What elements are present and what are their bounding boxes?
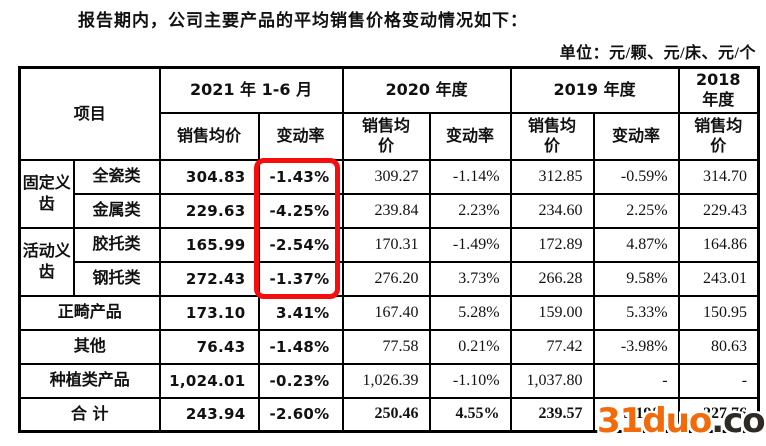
value-cell: - [677,362,760,399]
watermark: 31duo.com [597,404,766,438]
value-cell: -2.60% [257,396,344,433]
value-cell: 243.94 [158,396,260,433]
product-name-cell: 金属类 [72,192,161,229]
table-row: 钢托类 272.43 -1.37% 276.20 3.73% 266.28 9.… [20,260,760,297]
red-highlight-box [254,158,340,299]
value-cell: 77.42 [509,328,595,365]
value-cell: 304.83 [158,158,260,195]
value-cell: 229.63 [158,192,260,229]
table-row: 种植类产品 1,024.01 -0.23% 1,026.39 -1.10% 1,… [18,362,760,399]
value-cell: 9.58% [592,260,680,297]
value-cell: -4.25% [257,192,344,229]
value-cell: 159.00 [509,294,595,331]
value-cell: 80.63 [677,328,760,365]
value-cell: -2.54% [257,226,344,263]
unit-label: 单位：元/颗、元/床、元/个 [559,45,756,62]
value-cell: 239.84 [341,192,431,229]
value-cell: 314.70 [677,158,760,195]
header-period-2019: 2019 年度 [509,66,680,114]
value-cell: 243.01 [677,260,760,297]
value-cell: -1.37% [257,260,344,297]
value-cell: 167.40 [341,294,431,331]
value-cell: -0.59% [592,158,680,195]
value-cell: 1,024.01 [158,362,260,399]
table-row: 正畸产品 173.10 3.41% 167.40 5.28% 159.00 5.… [18,294,760,331]
value-cell: -1.48% [257,328,344,365]
product-name-cell: 钢托类 [72,260,161,297]
header-change-2019: 变动率 [592,111,680,161]
value-cell: 1,026.39 [341,362,431,399]
product-name-cell: 种植类产品 [18,362,161,399]
product-group-cell: 活动义齿 [18,226,75,297]
header-measure-row: 销售均价 变动率 销售均价 变动率 销售均价 变动率 销售均价 [20,111,760,161]
value-cell: 4.55% [428,396,512,433]
table-row: 其他 76.43 -1.48% 77.58 0.21% 77.42 -3.98%… [18,328,760,365]
value-cell: 276.20 [341,260,431,297]
table-row: 金属类 229.63 -4.25% 239.84 2.23% 234.60 2.… [20,192,760,229]
value-cell: 2.25% [592,192,680,229]
value-cell: -1.43% [257,158,344,195]
header-price-2020: 销售均价 [341,111,431,161]
product-name-cell: 胶托类 [72,226,161,263]
product-name-cell: 全瓷类 [72,158,161,195]
header-change-2020: 变动率 [428,111,512,161]
value-cell: 4.87% [592,226,680,263]
value-cell: 5.19% [592,396,680,433]
value-cell: 165.99 [158,226,260,263]
value-cell: -1.49% [428,226,512,263]
value-cell: 5.33% [592,294,680,331]
value-cell: -1.14% [428,158,512,195]
value-cell: 0.21% [428,328,512,365]
value-cell: 5.28% [428,294,512,331]
value-cell: 229.43 [677,192,760,229]
value-cell: 266.28 [509,260,595,297]
header-period-row: 项目 2021 年 1-6 月 2020 年度 2019 年度 2018 年度 [18,66,760,161]
value-cell: 272.43 [158,260,260,297]
header-price-2018: 销售均价 [677,111,760,161]
header-period-2021: 2021 年 1-6 月 [158,66,344,114]
header-item-cell: 项目 [18,66,161,161]
header-period-2018: 2018 年度 [677,66,760,114]
price-change-table: 项目 2021 年 1-6 月 2020 年度 2019 年度 2018 年度 … [18,66,761,433]
table-row-total: 合 计 243.94 -2.60% 250.46 4.55% 239.57 5.… [18,396,760,433]
value-cell: 172.89 [509,226,595,263]
watermark-brand: 31duo [597,401,712,441]
table-row: 固定义齿 全瓷类 304.83 -1.43% 309.27 -1.14% 312… [18,158,760,229]
product-name-cell: 其他 [18,328,161,365]
watermark-suffix: .com [711,401,766,441]
intro-text: 报告期内，公司主要产品的平均销售价格变动情况如下： [78,11,528,30]
value-cell: 239.57 [509,396,595,433]
value-cell: -3.98% [592,328,680,365]
value-cell: 227.76 [677,396,760,433]
value-cell: 309.27 [341,158,431,195]
value-cell: 150.95 [677,294,760,331]
value-cell: 164.86 [677,226,760,263]
value-cell: 312.85 [509,158,595,195]
product-name-cell: 合 计 [18,396,161,433]
value-cell: 234.60 [509,192,595,229]
header-price-2019: 销售均价 [509,111,595,161]
value-cell: 173.10 [158,294,260,331]
header-change-2021: 变动率 [257,111,344,161]
value-cell: -0.23% [257,362,344,399]
value-cell: 250.46 [341,396,431,433]
value-cell: 76.43 [158,328,260,365]
value-cell: 3.41% [257,294,344,331]
value-cell: 170.31 [341,226,431,263]
product-name-cell: 正畸产品 [18,294,161,331]
product-group-cell: 固定义齿 [18,158,75,229]
header-period-2020: 2020 年度 [341,66,512,114]
value-cell: 1,037.80 [509,362,595,399]
value-cell: - [592,362,680,399]
header-price-2021: 销售均价 [158,111,260,161]
value-cell: -1.10% [428,362,512,399]
value-cell: 3.73% [428,260,512,297]
table-row: 活动义齿 胶托类 165.99 -2.54% 170.31 -1.49% 172… [18,226,760,297]
value-cell: 77.58 [341,328,431,365]
value-cell: 2.23% [428,192,512,229]
